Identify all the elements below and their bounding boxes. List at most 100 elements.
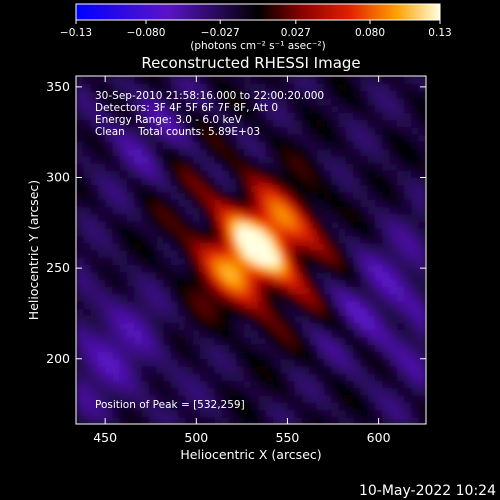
heatmap-cell: [323, 76, 332, 84]
heatmap-cell: [207, 163, 216, 171]
heatmap-cell: [207, 184, 216, 193]
heatmap-cell: [163, 155, 172, 164]
heatmap-cell: [294, 250, 303, 258]
heatmap-cell: [280, 83, 289, 92]
heatmap-cell: [280, 119, 289, 128]
heatmap-cell: [345, 257, 354, 266]
heatmap-cell: [331, 141, 340, 150]
heatmap-cell: [272, 416, 281, 424]
heatmap-cell: [97, 148, 106, 157]
heatmap-cell: [338, 242, 347, 251]
heatmap-cell: [367, 358, 376, 367]
heatmap-cell: [251, 380, 259, 389]
heatmap-cell: [141, 83, 150, 92]
heatmap-cell: [382, 380, 391, 389]
heatmap-cell: [272, 271, 281, 280]
heatmap-cell: [229, 228, 238, 237]
heatmap-cell: [302, 351, 310, 360]
heatmap-cell: [90, 293, 99, 302]
heatmap-cell: [287, 213, 296, 222]
heatmap-cell: [134, 322, 143, 331]
heatmap-cell: [287, 351, 296, 360]
heatmap-cell: [221, 271, 230, 280]
heatmap-cell: [411, 387, 420, 396]
heatmap-cell: [265, 141, 274, 150]
heatmap-cell: [353, 387, 361, 396]
heatmap-cell: [345, 322, 354, 331]
heatmap-cell: [141, 257, 150, 266]
heatmap-cell: [309, 257, 318, 266]
heatmap-cell: [411, 177, 420, 186]
heatmap-cell: [119, 163, 128, 171]
heatmap-cell: [418, 184, 426, 193]
heatmap-cell: [112, 184, 121, 193]
heatmap-cell: [294, 344, 303, 353]
heatmap-cell: [97, 257, 106, 266]
heatmap-cell: [178, 148, 186, 157]
heatmap-cell: [331, 286, 340, 295]
heatmap-cell: [389, 409, 398, 418]
heatmap-cell: [207, 329, 216, 338]
heatmap-cell: [389, 163, 398, 171]
heatmap-cell: [199, 206, 208, 215]
heatmap-cell: [148, 112, 157, 121]
heatmap-cell: [127, 170, 135, 179]
heatmap-cell: [112, 163, 121, 171]
heatmap-cell: [404, 402, 413, 411]
heatmap-cell: [83, 170, 92, 179]
heatmap-cell: [243, 105, 252, 113]
heatmap-cell: [382, 199, 391, 208]
heatmap-cell: [178, 177, 186, 186]
heatmap-cell: [112, 242, 121, 251]
heatmap-cell: [141, 170, 150, 179]
heatmap-cell: [389, 271, 398, 280]
heatmap-cell: [345, 126, 354, 135]
heatmap-cell: [134, 221, 143, 229]
heatmap-cell: [272, 228, 281, 237]
heatmap-cell: [418, 250, 426, 258]
heatmap-cell: [148, 163, 157, 171]
heatmap-cell: [258, 329, 267, 338]
heatmap-cell: [367, 242, 376, 251]
heatmap-cell: [105, 228, 114, 237]
heatmap-cell: [243, 308, 252, 316]
heatmap-cell: [192, 134, 201, 142]
heatmap-cell: [331, 264, 340, 273]
heatmap-cell: [280, 416, 289, 424]
heatmap-cell: [404, 112, 413, 121]
heatmap-cell: [316, 177, 325, 186]
heatmap-cell: [396, 141, 405, 150]
heatmap-cell: [367, 235, 376, 244]
heatmap-cell: [309, 351, 318, 360]
heatmap-cell: [105, 242, 114, 251]
heatmap-cell: [294, 213, 303, 222]
heatmap-cell: [185, 134, 194, 142]
heatmap-cell: [404, 395, 413, 403]
heatmap-cell: [345, 192, 354, 200]
heatmap-cell: [127, 83, 135, 92]
colorbar-tick-label: −0.13: [60, 27, 92, 39]
heatmap-cell: [163, 279, 172, 287]
heatmap-cell: [178, 97, 186, 106]
heatmap-cell: [83, 76, 92, 84]
heatmap-cell: [396, 271, 405, 280]
heatmap-cell: [404, 90, 413, 99]
heatmap-cell: [207, 402, 216, 411]
heatmap-cell: [97, 395, 106, 403]
heatmap-cell: [338, 264, 347, 273]
heatmap-cell: [112, 141, 121, 150]
heatmap-cell: [302, 213, 310, 222]
heatmap-cell: [214, 184, 223, 193]
heatmap-cell: [323, 242, 332, 251]
heatmap-cell: [287, 366, 296, 374]
heatmap-cell: [141, 387, 150, 396]
heatmap-cell: [207, 134, 216, 142]
heatmap-cell: [229, 83, 238, 92]
heatmap-cell: [404, 119, 413, 128]
heatmap-cell: [251, 97, 259, 106]
heatmap-cell: [404, 358, 413, 367]
heatmap-cell: [396, 184, 405, 193]
heatmap-cell: [207, 322, 216, 331]
heatmap-cell: [112, 213, 121, 222]
heatmap-cell: [170, 409, 179, 418]
